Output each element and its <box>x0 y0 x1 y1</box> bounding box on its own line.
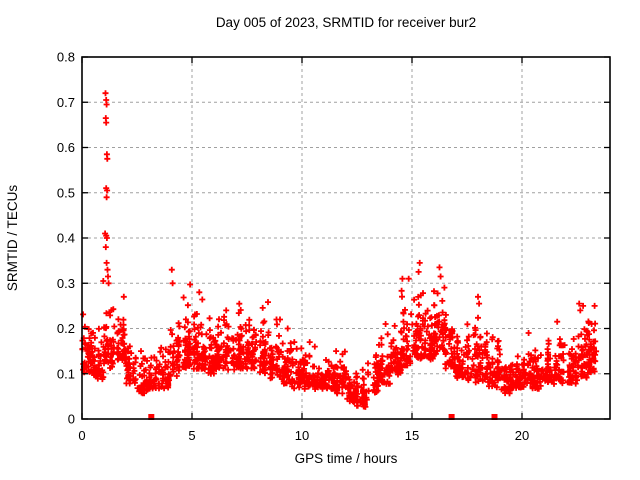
y-tick-label: 0.6 <box>57 140 75 155</box>
x-tick-label: 10 <box>295 428 309 443</box>
x-tick-label: 0 <box>78 428 85 443</box>
y-tick-label: 0.4 <box>57 231 75 246</box>
data-points <box>79 90 600 420</box>
x-tick-label: 15 <box>405 428 419 443</box>
y-axis-label: SRMTID / TECUs <box>5 185 20 292</box>
x-tick-label: 20 <box>515 428 529 443</box>
y-tick-label: 0.5 <box>57 185 75 200</box>
y-tick-label: 0 <box>68 412 75 427</box>
axes-and-ticks <box>81 56 611 420</box>
y-tick-label: 0.1 <box>57 366 75 381</box>
chart-title: Day 005 of 2023, SRMTID for receiver bur… <box>216 15 476 30</box>
y-tick-label: 0.8 <box>57 50 75 65</box>
x-axis-label: GPS time / hours <box>295 451 398 466</box>
tick-labels: 0 5 10 15 20 0 0.1 0.2 0.3 0.4 0.5 0.6 0.7 0.8 <box>57 50 529 444</box>
baseline-flag-marker <box>448 414 455 420</box>
y-tick-label: 0.3 <box>57 276 75 291</box>
x-tick-label: 5 <box>188 428 195 443</box>
baseline-flag-marker <box>491 414 498 420</box>
y-tick-label: 0.7 <box>57 95 75 110</box>
y-tick-label: 0.2 <box>57 321 75 336</box>
baseline-flag-marker <box>148 414 155 420</box>
